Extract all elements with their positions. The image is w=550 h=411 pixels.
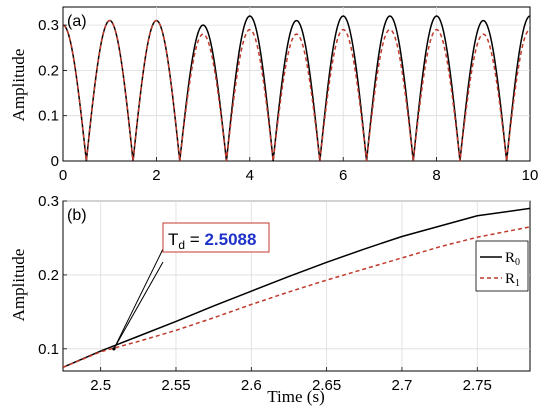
annotation-value: 2.5088 — [204, 230, 256, 249]
panel-a-y-tick-label: 0.3 — [38, 17, 59, 34]
annotation-leader-line-2 — [113, 261, 164, 350]
panel-b-series-r0 — [62, 207, 531, 368]
panel-a-x-tick-label: 8 — [432, 167, 440, 184]
panel-a-series — [62, 15, 531, 162]
panel-a-x-tick-label: 4 — [246, 167, 254, 184]
panel-a-x-tick-label: 10 — [522, 167, 539, 184]
panel-a-x-tick-label: 6 — [339, 167, 347, 184]
legend-r0-label: R0 — [505, 250, 520, 268]
annotation-symbol: T — [168, 230, 178, 249]
panel-a-y-axis-label: Amplitude — [9, 49, 28, 122]
panel-a-x-tick-label: 2 — [152, 167, 160, 184]
panel-b-y-tick-label: 0.2 — [38, 267, 59, 284]
panel-b-x-tick-label: 2.75 — [463, 377, 492, 394]
td-annotation: Td = 2.5088 — [113, 222, 270, 350]
panel-b-y-axis-label: Amplitude — [9, 249, 28, 322]
panel-b: 2.5 2.55 2.6 2.65 2.7 2.75 0.1 0.2 0.3 (b) Ampl… — [9, 193, 531, 406]
annotation-leader-line — [113, 248, 164, 350]
panel-b-x-tick-label: 2.65 — [312, 377, 341, 394]
panel-b-x-tick-label: 2.7 — [392, 377, 413, 394]
panel-b-y-tick-label: 0.1 — [38, 341, 59, 358]
panel-a-y-ticks: 0 0.1 0.2 0.3 — [38, 17, 67, 170]
legend-box — [475, 240, 529, 292]
annotation-subscript: d — [178, 238, 185, 252]
legend-r1-label: R1 — [505, 271, 520, 289]
panel-a-x-tick-label: 0 — [59, 167, 67, 184]
legend-r0-sub: 0 — [515, 257, 520, 268]
panel-b-x-tick-label: 2.55 — [161, 377, 190, 394]
panel-b-x-tick-label: 2.5 — [90, 377, 111, 394]
panel-a-label: (a) — [67, 13, 87, 30]
legend-r1-sub: 1 — [515, 278, 520, 289]
panel-a-y-tick-label: 0.1 — [38, 108, 59, 125]
annotation-equals: = — [185, 230, 204, 249]
panel-b-x-ticks: 2.5 2.55 2.6 2.65 2.7 2.75 — [90, 367, 492, 394]
legend-r0-text: R — [505, 250, 515, 266]
panel-a-series-r1 — [62, 19, 531, 162]
legend-r1-text: R — [505, 271, 515, 287]
panel-a-plot-area — [62, 6, 531, 162]
panel-b-label: (b) — [67, 207, 87, 224]
panel-b-series-r1 — [62, 226, 531, 368]
annotation-box — [162, 222, 270, 253]
panel-a: 0 2 4 6 8 10 0 0.1 0.2 0.3 (a) Amplitude — [9, 6, 539, 184]
panel-b-x-axis-label: Time (s) — [267, 387, 324, 406]
panel-b-y-tick-label: 0.3 — [38, 193, 59, 210]
panel-b-plot-area — [62, 200, 531, 372]
legend: R0 R1 — [475, 240, 529, 292]
panel-a-y-tick-label: 0.2 — [38, 62, 59, 79]
panel-a-y-tick-label: 0 — [51, 153, 59, 170]
panel-b-y-ticks: 0.1 0.2 0.3 — [38, 193, 67, 358]
annotation-text: Td = 2.5088 — [168, 230, 256, 252]
panel-a-x-ticks: 0 2 4 6 8 10 — [59, 157, 539, 184]
panel-b-x-tick-label: 2.6 — [241, 377, 262, 394]
panel-a-grid — [63, 7, 530, 161]
